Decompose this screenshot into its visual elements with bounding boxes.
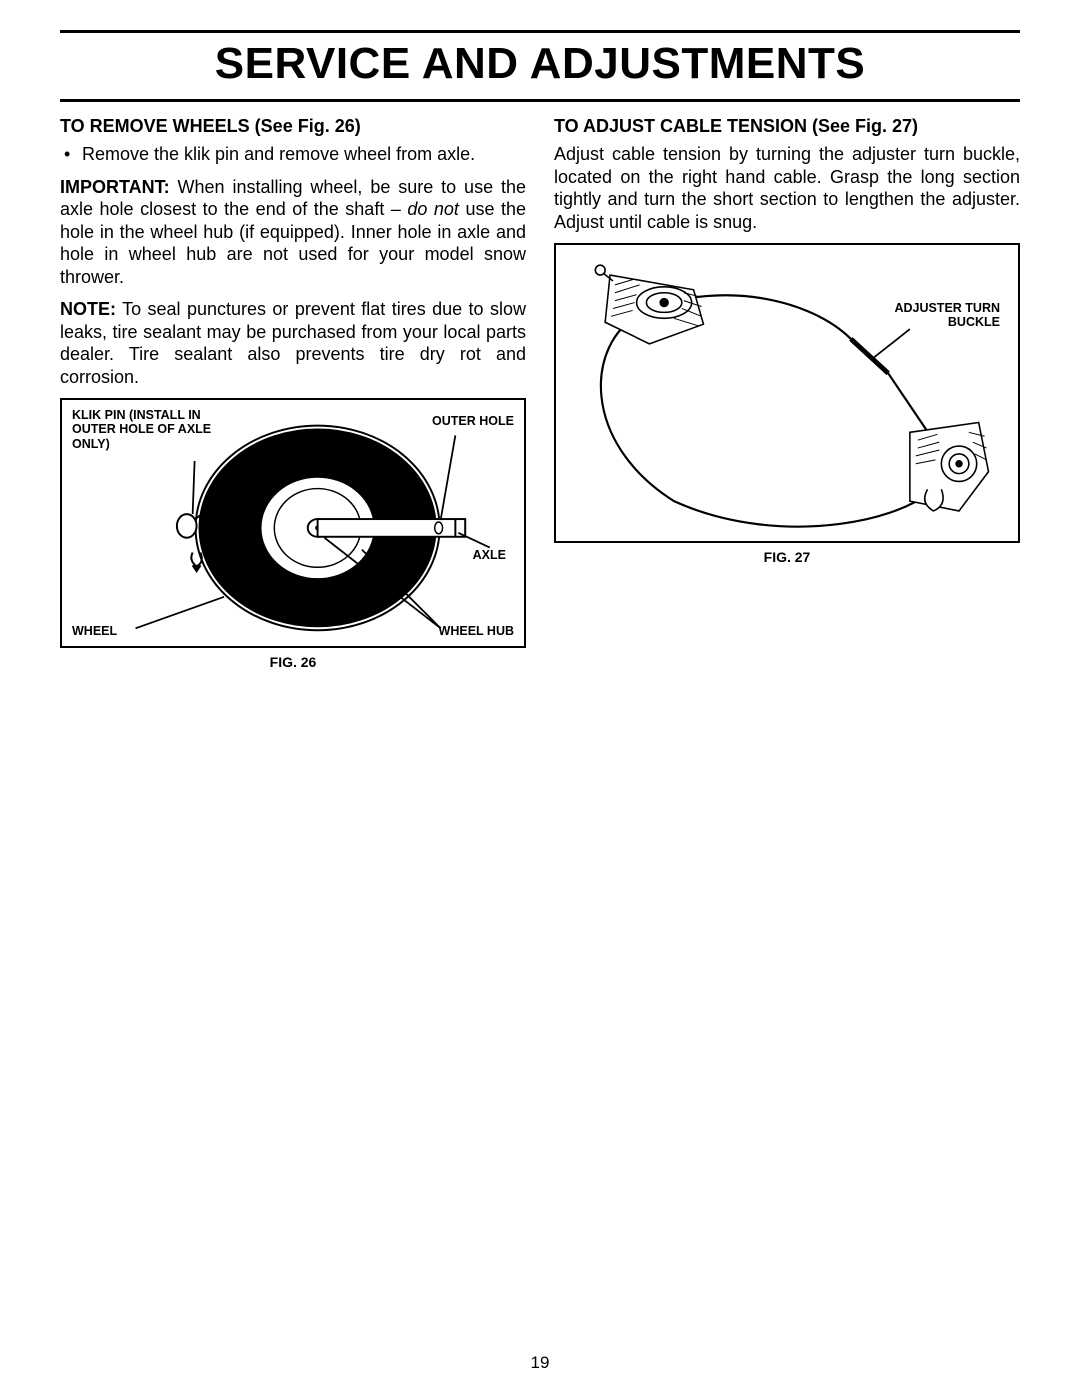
fig27-svg xyxy=(556,245,1018,541)
important-paragraph: IMPORTANT: When installing wheel, be sur… xyxy=(60,176,526,289)
fig27-caption: Fig. 27 xyxy=(554,549,1020,565)
right-heading: TO ADJUST CABLE TENSION (See Fig. 27) xyxy=(554,116,1020,137)
note-paragraph: NOTE: To seal punctures or prevent flat … xyxy=(60,298,526,388)
figure-26: Klik Pin (install in outer hole of axle … xyxy=(60,398,526,648)
fig27-label-adjuster: Adjuster Turn Buckle xyxy=(860,301,1000,330)
left-bullets: Remove the klik pin and remove wheel fro… xyxy=(60,143,526,166)
rule-top xyxy=(60,30,1020,33)
important-label: IMPORTANT: xyxy=(60,177,170,197)
fig26-label-wheel: Wheel xyxy=(72,624,117,638)
page-number: 19 xyxy=(0,1353,1080,1373)
right-paragraph: Adjust cable tension by turning the adju… xyxy=(554,143,1020,233)
fig26-label-hub: Wheel Hub xyxy=(439,624,514,638)
note-label: NOTE: xyxy=(60,299,116,319)
columns: TO REMOVE WHEELS (See Fig. 26) Remove th… xyxy=(60,116,1020,670)
bullet-remove-klik: Remove the klik pin and remove wheel fro… xyxy=(82,143,526,166)
note-text: To seal punctures or prevent flat tires … xyxy=(60,299,526,387)
left-heading: TO REMOVE WHEELS (See Fig. 26) xyxy=(60,116,526,137)
fig26-label-outer: Outer Hole xyxy=(432,414,514,428)
left-column: TO REMOVE WHEELS (See Fig. 26) Remove th… xyxy=(60,116,526,670)
rule-under-title xyxy=(60,99,1020,102)
fig26-label-klik: Klik Pin (install in outer hole of axle … xyxy=(72,408,232,451)
page-title: Service And Adjustments xyxy=(60,39,1020,89)
fig26-caption: Fig. 26 xyxy=(60,654,526,670)
figure-27: Adjuster Turn Buckle xyxy=(554,243,1020,543)
right-column: TO ADJUST CABLE TENSION (See Fig. 27) Ad… xyxy=(554,116,1020,670)
fig26-label-axle: Axle xyxy=(473,548,506,562)
important-text-ital: do not xyxy=(407,199,459,219)
